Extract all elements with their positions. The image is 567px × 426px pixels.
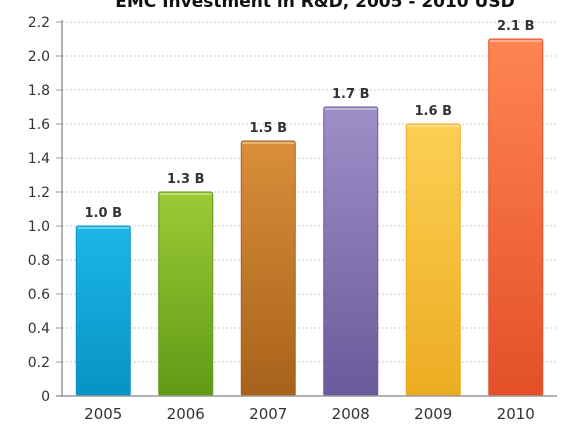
data-labels: 1.0 B 1.3 B 1.5 B 1.7 B 1.6 B 2.1 B (85, 19, 535, 221)
bar-2008 (323, 106, 379, 397)
x-tick-label: 2005 (84, 405, 122, 423)
data-label-2007: 1.5 B (250, 121, 287, 136)
bar-highlight (77, 227, 130, 229)
y-tick-label: 1.6 (28, 117, 50, 133)
x-tick-label: 2009 (414, 405, 452, 423)
y-tick-label: 2.2 (28, 15, 50, 31)
data-label-2010: 2.1 B (497, 19, 534, 34)
bar-2005 (75, 225, 131, 397)
bar-highlight (407, 125, 460, 127)
x-tick-label: 2010 (497, 405, 535, 423)
bar-2009 (405, 123, 461, 397)
bars (75, 38, 544, 397)
y-tick-label: 1.0 (28, 219, 50, 235)
y-tick-label: 2.0 (28, 49, 50, 65)
y-tick-label: 1.4 (28, 151, 50, 167)
x-tick-label: 2006 (167, 405, 205, 423)
grid-lines (62, 21, 557, 363)
y-tick-label: 0 (41, 389, 50, 405)
y-tick-label: 1.8 (28, 83, 50, 99)
data-label-2005: 1.0 B (85, 206, 122, 221)
bar-highlight (159, 193, 212, 195)
y-tick-label: 0.6 (28, 287, 50, 303)
chart-title: EMC Investment in R&D, 2005 - 2010 USD (115, 0, 514, 12)
bar-highlight (324, 108, 377, 110)
y-tick-label: 1.2 (28, 185, 50, 201)
y-tick-label: 0.4 (28, 321, 50, 337)
plot-background (62, 22, 557, 396)
bar-2007 (240, 140, 296, 397)
data-label-2009: 1.6 B (415, 104, 452, 119)
y-tick-label: 0.2 (28, 355, 50, 371)
x-tick-label: 2007 (249, 405, 287, 423)
y-axis-ticks: 0 0.2 0.4 0.6 0.8 1.0 1.2 1.4 1.6 1.8 2.0 2.2 (28, 15, 62, 405)
x-tick-label: 2008 (332, 405, 370, 423)
bar-highlight (242, 142, 295, 144)
x-axis-ticks: 2005 2006 2007 2008 2009 2010 (84, 405, 535, 423)
y-tick-label: 0.8 (28, 253, 50, 269)
bar-highlight (489, 40, 542, 42)
bar-2010 (488, 38, 544, 397)
bar-2006 (158, 191, 214, 397)
data-label-2006: 1.3 B (167, 172, 204, 187)
data-label-2008: 1.7 B (332, 87, 369, 102)
